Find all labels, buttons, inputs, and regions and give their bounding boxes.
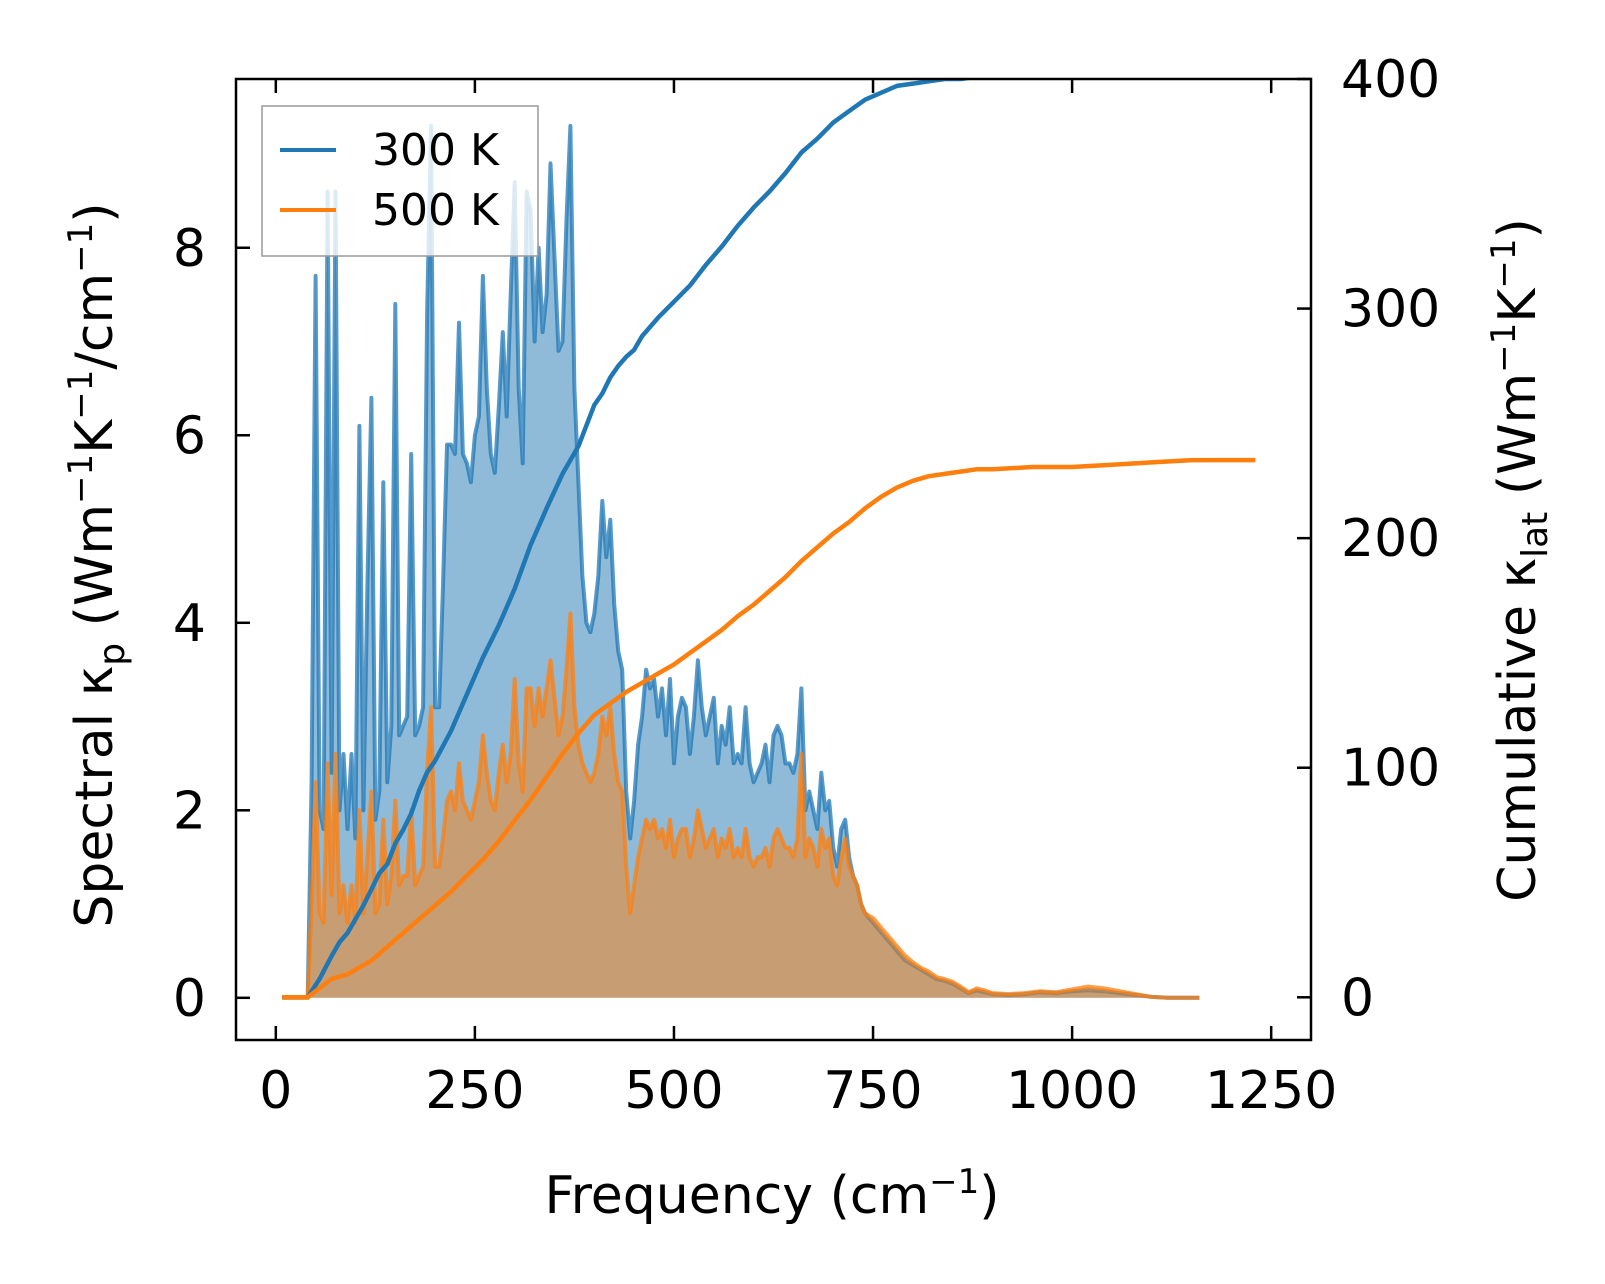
y-left-tick-label-6: 6 — [173, 406, 206, 466]
y-left-tick-label-8: 8 — [173, 219, 206, 279]
plot-series-group — [282, 79, 1256, 1000]
x-tick-label-750: 750 — [823, 1061, 922, 1121]
y-right-tick-label-100: 100 — [1341, 739, 1440, 799]
y-right-tick-label-0: 0 — [1341, 968, 1374, 1028]
plot-area — [282, 79, 1256, 1000]
y-right-tick-label-300: 300 — [1341, 280, 1440, 340]
x-axis-title: Frequency (cm−1) — [544, 1162, 999, 1226]
legend: 300 K 500 K — [261, 105, 539, 257]
x-tick-label-250: 250 — [425, 1061, 524, 1121]
y-left-tick-label-2: 2 — [173, 781, 206, 841]
y-left-tick-label-0: 0 — [173, 969, 206, 1029]
x-tick-label-0: 0 — [259, 1061, 292, 1121]
x-tick-label-1000: 1000 — [1006, 1061, 1138, 1121]
spectral-line-500k — [282, 611, 1200, 1000]
plot-frame — [234, 77, 1313, 1042]
y-right-tick-label-200: 200 — [1341, 509, 1440, 569]
legend-label-500k: 500 K — [372, 185, 500, 236]
legend-frame — [261, 105, 539, 257]
legend-label-300k: 300 K — [372, 125, 500, 176]
cumulative-line-500k — [282, 457, 1256, 1000]
y-right-tick-label-400: 400 — [1341, 50, 1440, 110]
x-tick-label-500: 500 — [624, 1061, 723, 1121]
y-axis-title-left: Spectral κp (Wm−1K−1/cm−1) — [61, 202, 133, 927]
x-tick-label-1250: 1250 — [1205, 1061, 1337, 1121]
y-left-tick-label-4: 4 — [173, 594, 206, 654]
spectral-area-500k — [282, 613, 1200, 998]
y-axis-title-right: Cumulative κlat (Wm−1K−1) — [1484, 218, 1556, 902]
